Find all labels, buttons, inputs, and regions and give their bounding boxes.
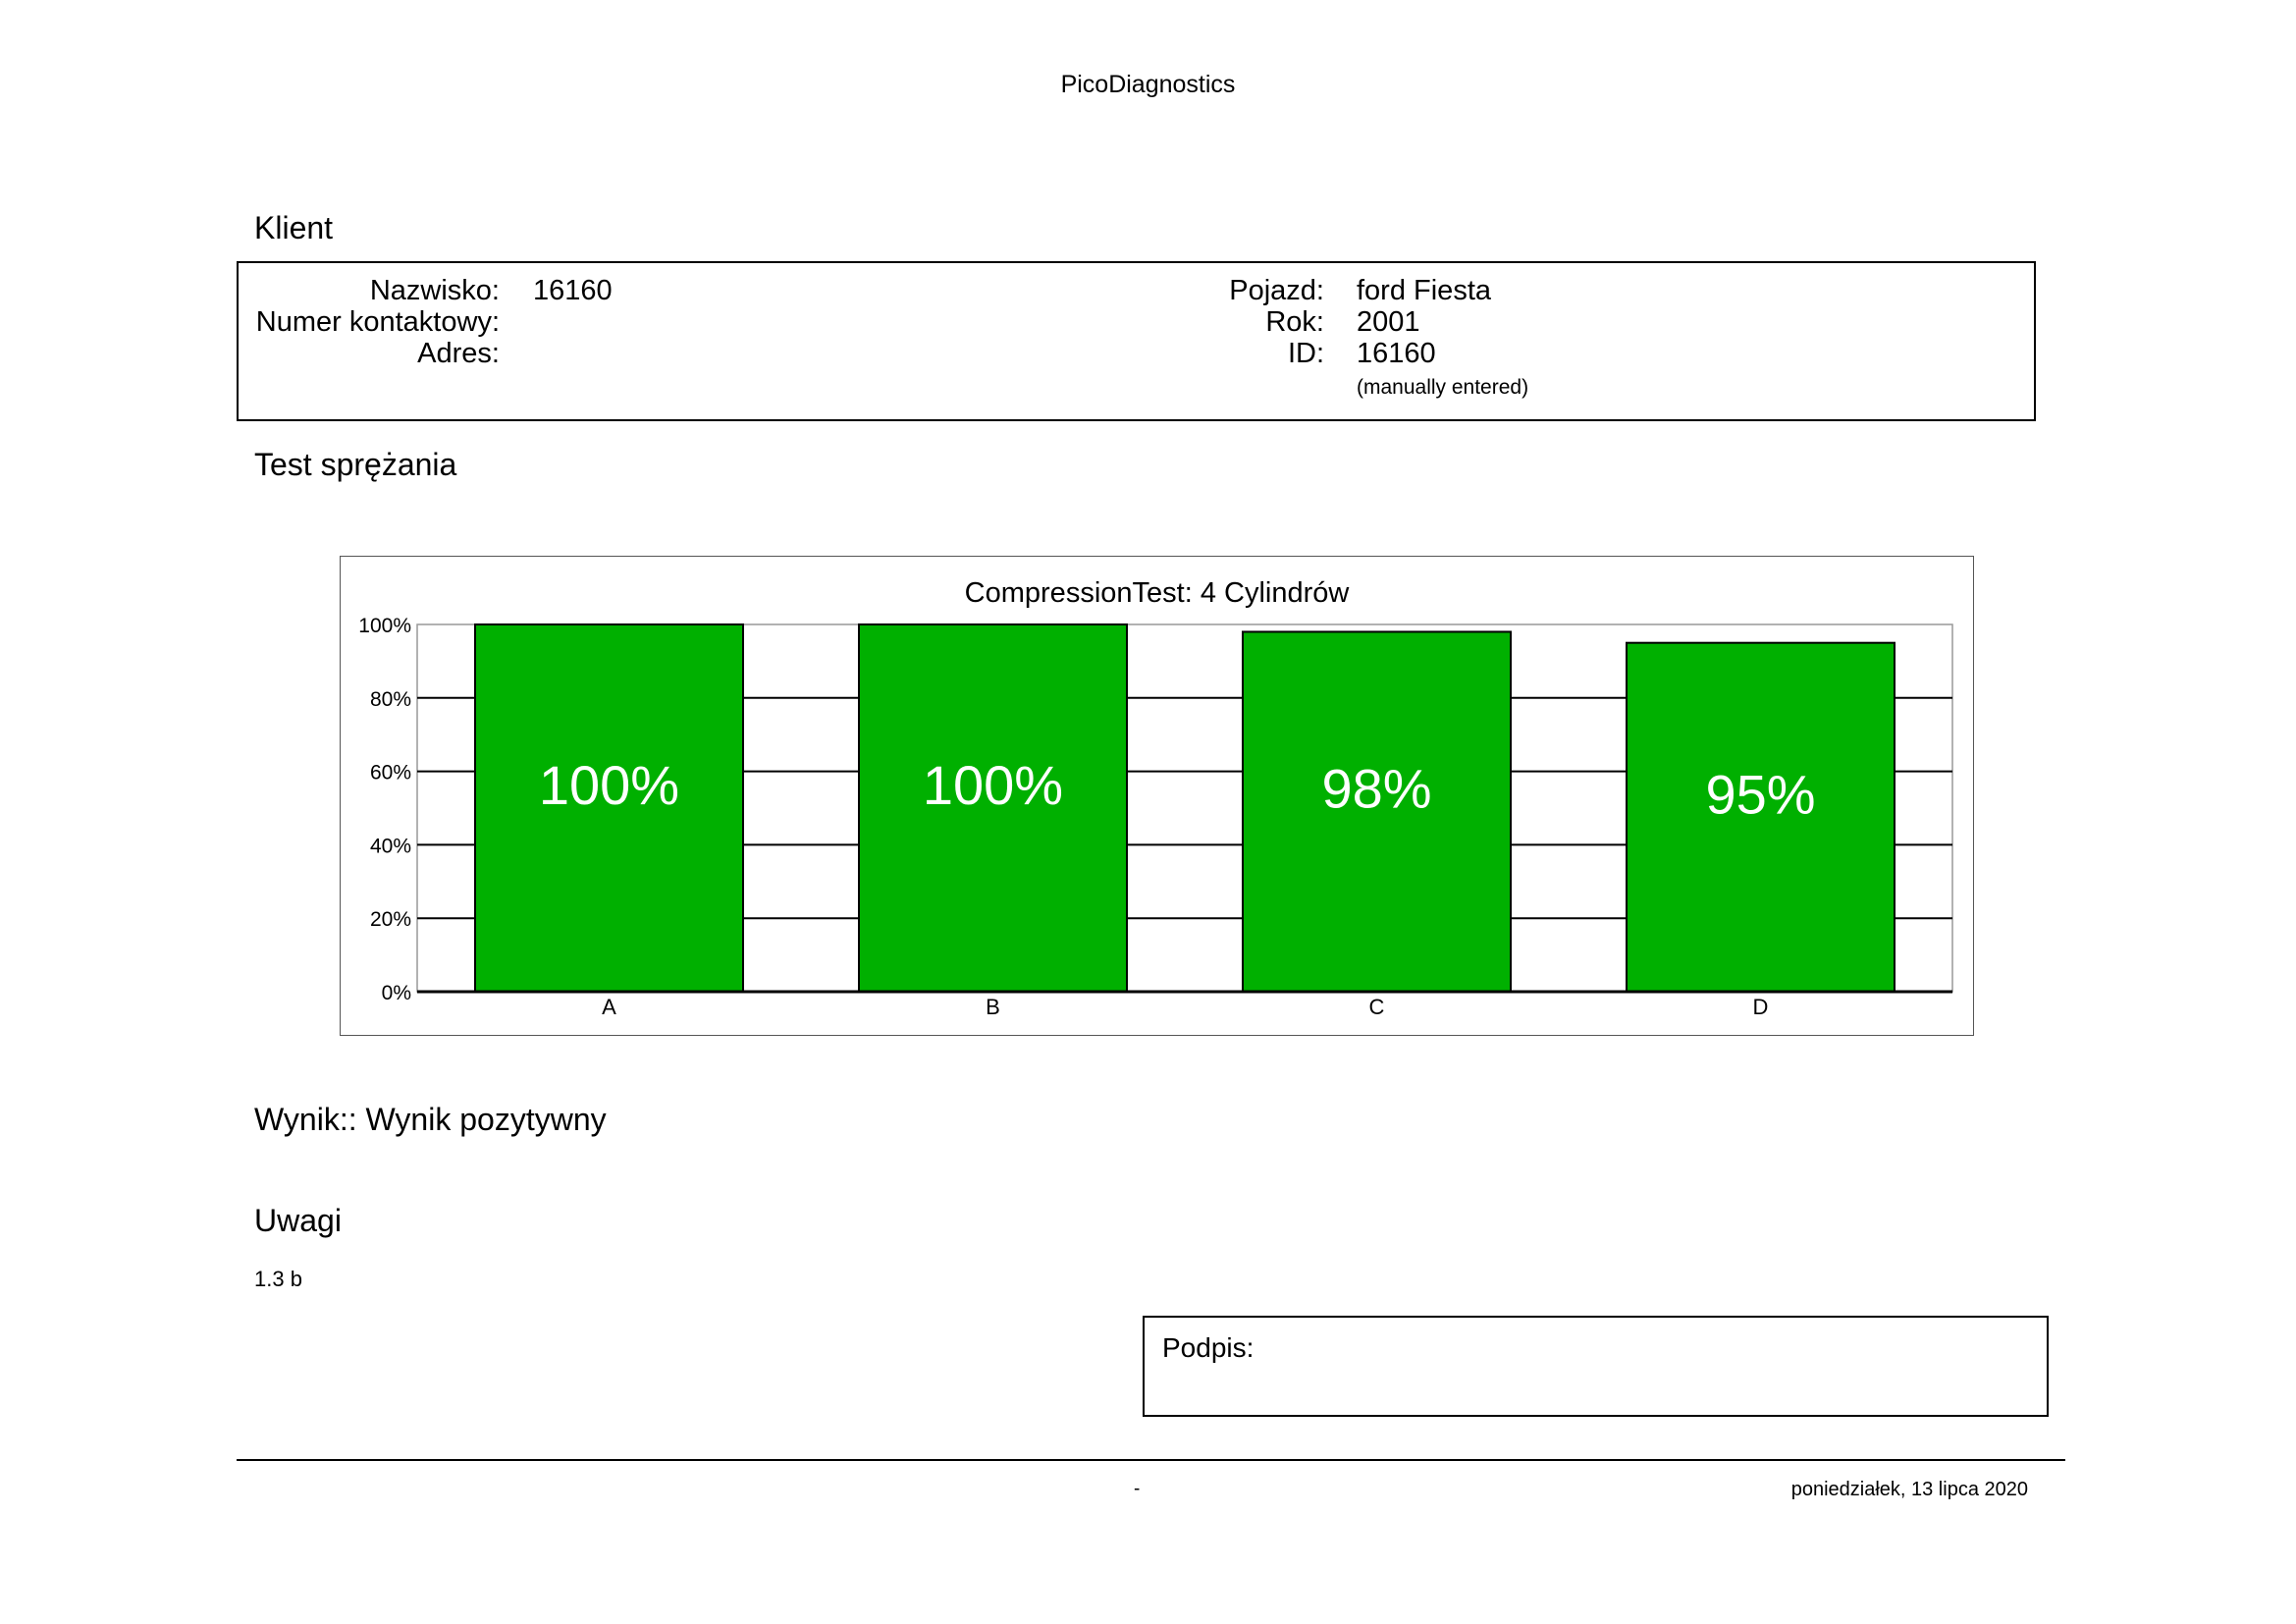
signature-box: Podpis: (1143, 1316, 2049, 1417)
x-tick-label: B (986, 995, 1000, 1019)
x-tick-label: A (602, 995, 616, 1019)
client-info-box: Nazwisko: 16160 Numer kontaktowy: Adres:… (237, 261, 2036, 421)
client-address-label: Adres: (417, 338, 500, 369)
signature-label: Podpis: (1162, 1332, 1255, 1363)
bar-value-label: 98% (1321, 758, 1431, 820)
bar (858, 623, 1128, 993)
remarks-section-title: Uwagi (254, 1203, 342, 1238)
chart-title: CompressionTest: 4 Cylindrów (964, 577, 1350, 609)
vehicle-value: ford Fiesta (1357, 275, 1491, 306)
footer-page-marker: - (1134, 1479, 1141, 1499)
client-name-label: Nazwisko: (369, 275, 500, 306)
client-contact-label: Numer kontaktowy: (255, 306, 500, 338)
client-name-value: 16160 (533, 275, 613, 306)
y-tick-label: 100% (358, 615, 411, 637)
year-value: 2001 (1357, 306, 1420, 338)
bar (474, 623, 744, 993)
remarks-text: 1.3 b (254, 1267, 302, 1291)
compression-chart: 0% 20% 40% 60% 80% 100% 100% A 100% B 98% C 95% D (358, 615, 1953, 1019)
y-tick-label: 60% (370, 762, 411, 785)
id-value: 16160 (1357, 338, 1436, 369)
y-tick-label: 0% (382, 982, 411, 1004)
y-tick-label: 80% (370, 688, 411, 711)
y-tick-label: 40% (370, 835, 411, 857)
vehicle-label: Pojazd: (1229, 275, 1324, 306)
bar-value-label: 100% (923, 754, 1063, 816)
chart-frame (340, 556, 1974, 1036)
y-tick-label: 20% (370, 908, 411, 931)
report-header-title: PicoDiagnostics (1060, 71, 1236, 98)
footer-date: poniedziałek, 13 lipca 2020 (1790, 1479, 2028, 1500)
year-label: Rok: (1265, 306, 1324, 338)
test-section-title: Test sprężania (254, 447, 457, 482)
id-label: ID: (1287, 338, 1324, 369)
x-tick-label: C (1369, 995, 1385, 1019)
bar-value-label: 95% (1705, 763, 1815, 825)
id-note: (manually entered) (1357, 376, 1529, 399)
bar (1242, 630, 1512, 993)
bar-value-label: 100% (539, 754, 679, 816)
x-tick-label: D (1753, 995, 1769, 1019)
client-section-title: Klient (254, 210, 334, 245)
result-text: Wynik:: Wynik pozytywny (254, 1102, 607, 1137)
bar (1626, 641, 1896, 993)
footer-divider (237, 1459, 2065, 1461)
